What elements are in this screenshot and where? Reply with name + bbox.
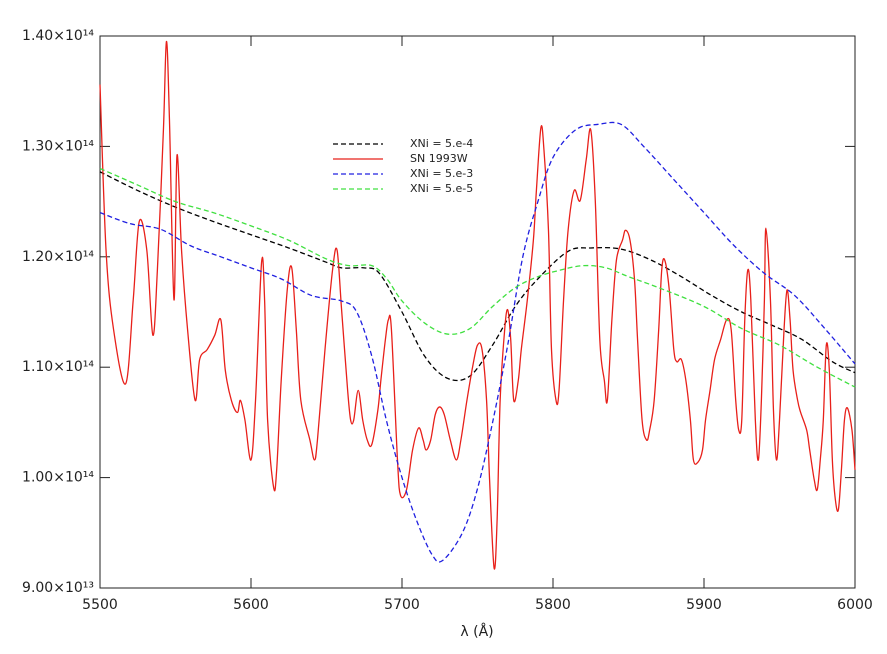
x-tick-label: 5500 bbox=[82, 597, 118, 613]
x-tick-label: 6000 bbox=[837, 597, 873, 613]
x-tick-label: 5900 bbox=[686, 597, 722, 613]
series-line bbox=[99, 40, 856, 570]
series-line bbox=[99, 167, 856, 388]
legend-label: XNi = 5.e-5 bbox=[410, 182, 473, 195]
y-tick-label: 1.10×10¹⁴ bbox=[22, 359, 94, 375]
series-line bbox=[99, 171, 856, 382]
y-tick-label: 1.30×10¹⁴ bbox=[22, 138, 94, 154]
x-tick-label: 5800 bbox=[535, 597, 571, 613]
legend-label: XNi = 5.e-3 bbox=[410, 167, 473, 180]
plot-frame bbox=[99, 35, 856, 589]
y-tick-label: 1.00×10¹⁴ bbox=[22, 470, 94, 486]
x-axis-label: λ (Å) bbox=[460, 623, 493, 640]
x-tick-label: 5700 bbox=[384, 597, 420, 613]
y-tick-label: 9.00×10¹³ bbox=[22, 580, 94, 596]
series-line bbox=[99, 121, 856, 563]
y-tick-label: 1.20×10¹⁴ bbox=[22, 249, 94, 265]
x-tick-label: 5600 bbox=[233, 597, 269, 613]
y-tick-label: 1.40×10¹⁴ bbox=[22, 28, 94, 44]
legend-label: SN 1993W bbox=[410, 152, 468, 165]
legend-label: XNi = 5.e-4 bbox=[410, 137, 473, 150]
